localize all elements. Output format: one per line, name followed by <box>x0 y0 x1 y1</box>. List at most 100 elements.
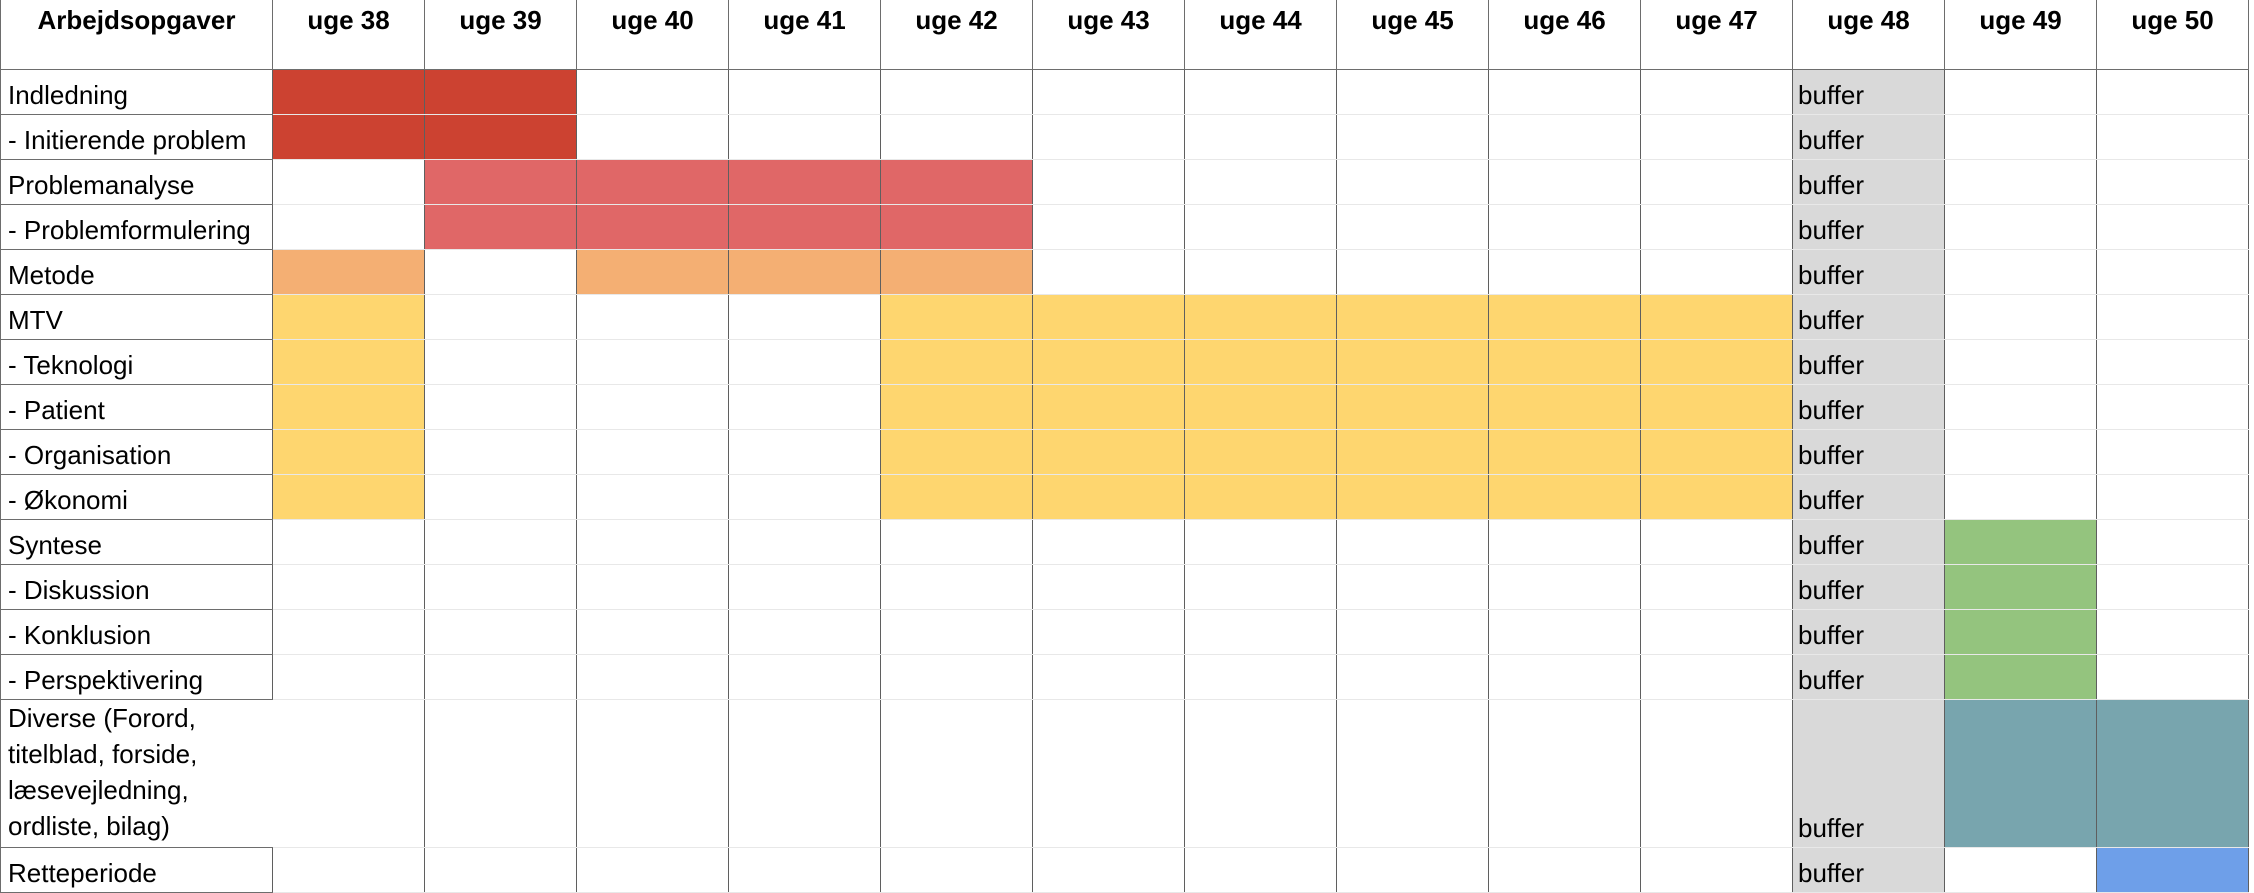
schedule-bar-yellow <box>880 429 1033 475</box>
empty-cell <box>1336 114 1489 160</box>
empty-cell <box>1944 339 2097 385</box>
week-header: uge 49 <box>1944 0 2097 70</box>
empty-cell <box>1032 69 1185 115</box>
empty-cell <box>1184 699 1337 848</box>
schedule-bar-orange <box>272 249 425 295</box>
buffer-cell: buffer <box>1792 294 1945 340</box>
week-header: uge 42 <box>880 0 1033 70</box>
empty-cell <box>1184 159 1337 205</box>
task-name: - Patient <box>0 384 273 430</box>
week-header: uge 44 <box>1184 0 1337 70</box>
empty-cell <box>2096 339 2249 385</box>
empty-cell <box>728 384 881 430</box>
empty-cell <box>424 249 577 295</box>
empty-cell <box>1488 69 1641 115</box>
buffer-cell: buffer <box>1792 249 1945 295</box>
schedule-bar-yellow <box>1640 474 1793 520</box>
empty-cell <box>728 699 881 848</box>
empty-cell <box>2096 294 2249 340</box>
empty-cell <box>1032 609 1185 655</box>
empty-cell <box>576 384 729 430</box>
empty-cell <box>880 609 1033 655</box>
week-header: uge 50 <box>2096 0 2249 70</box>
schedule-bar-yellow <box>1184 294 1337 340</box>
empty-cell <box>1944 474 2097 520</box>
empty-cell <box>1944 384 2097 430</box>
task-row: MTV buffer <box>0 294 2249 340</box>
empty-cell <box>1184 564 1337 610</box>
empty-cell <box>880 519 1033 565</box>
task-row: - Økonomi buffer <box>0 474 2249 520</box>
empty-cell <box>576 429 729 475</box>
empty-cell <box>272 204 425 250</box>
task-row: Diverse (Forord, titelblad, forside, læs… <box>0 699 2249 848</box>
task-name: - Diskussion <box>0 564 273 610</box>
week-header: uge 47 <box>1640 0 1793 70</box>
schedule-bar-salmon <box>880 204 1033 250</box>
task-row: - Konklusion buffer <box>0 609 2249 655</box>
empty-cell <box>272 654 425 700</box>
empty-cell <box>1640 114 1793 160</box>
empty-cell <box>1032 847 1185 893</box>
week-header: uge 39 <box>424 0 577 70</box>
empty-cell <box>424 564 577 610</box>
empty-cell <box>1640 249 1793 295</box>
task-row: Indledning buffer <box>0 69 2249 115</box>
empty-cell <box>728 429 881 475</box>
task-row: - Patient buffer <box>0 384 2249 430</box>
week-header: uge 45 <box>1336 0 1489 70</box>
empty-cell <box>1184 847 1337 893</box>
empty-cell <box>728 847 881 893</box>
empty-cell <box>880 114 1033 160</box>
schedule-bar-salmon <box>880 159 1033 205</box>
schedule-bar-yellow <box>1184 339 1337 385</box>
schedule-bar-green <box>1944 564 2097 610</box>
empty-cell <box>1336 204 1489 250</box>
header-row: Arbejdsopgaver uge 38 uge 39 uge 40 uge … <box>0 0 2249 70</box>
schedule-bar-red <box>424 69 577 115</box>
task-name: - Konklusion <box>0 609 273 655</box>
empty-cell <box>2096 609 2249 655</box>
schedule-bar-orange <box>880 249 1033 295</box>
buffer-cell: buffer <box>1792 699 1945 848</box>
task-name: - Økonomi <box>0 474 273 520</box>
empty-cell <box>728 519 881 565</box>
schedule-bar-yellow <box>1640 339 1793 385</box>
empty-cell <box>1640 699 1793 848</box>
empty-cell <box>1032 564 1185 610</box>
schedule-bar-yellow <box>1184 474 1337 520</box>
empty-cell <box>880 69 1033 115</box>
empty-cell <box>880 699 1033 848</box>
empty-cell <box>1488 609 1641 655</box>
task-name: Problemanalyse <box>0 159 273 205</box>
schedule-bar-yellow <box>1032 294 1185 340</box>
empty-cell <box>1944 159 2097 205</box>
empty-cell <box>1336 654 1489 700</box>
schedule-bar-yellow <box>1488 474 1641 520</box>
schedule-bar-yellow <box>1488 384 1641 430</box>
schedule-bar-salmon <box>424 159 577 205</box>
empty-cell <box>1032 159 1185 205</box>
empty-cell <box>424 847 577 893</box>
empty-cell <box>1640 654 1793 700</box>
empty-cell <box>1184 609 1337 655</box>
empty-cell <box>576 847 729 893</box>
empty-cell <box>1336 564 1489 610</box>
task-name: - Perspektivering <box>0 654 273 700</box>
task-name: - Problemformulering <box>0 204 273 250</box>
empty-cell <box>424 609 577 655</box>
empty-cell <box>576 339 729 385</box>
schedule-bar-blue <box>2096 847 2249 893</box>
empty-cell <box>728 654 881 700</box>
task-row: - Problemformulering buffer <box>0 204 2249 250</box>
empty-cell <box>1336 519 1489 565</box>
empty-cell <box>880 564 1033 610</box>
empty-cell <box>2096 114 2249 160</box>
empty-cell <box>424 294 577 340</box>
task-name: Syntese <box>0 519 273 565</box>
empty-cell <box>1640 159 1793 205</box>
task-row: - Initierende problem buffer <box>0 114 2249 160</box>
empty-cell <box>1184 519 1337 565</box>
schedule-bar-yellow <box>1336 339 1489 385</box>
schedule-bar-yellow <box>1336 294 1489 340</box>
